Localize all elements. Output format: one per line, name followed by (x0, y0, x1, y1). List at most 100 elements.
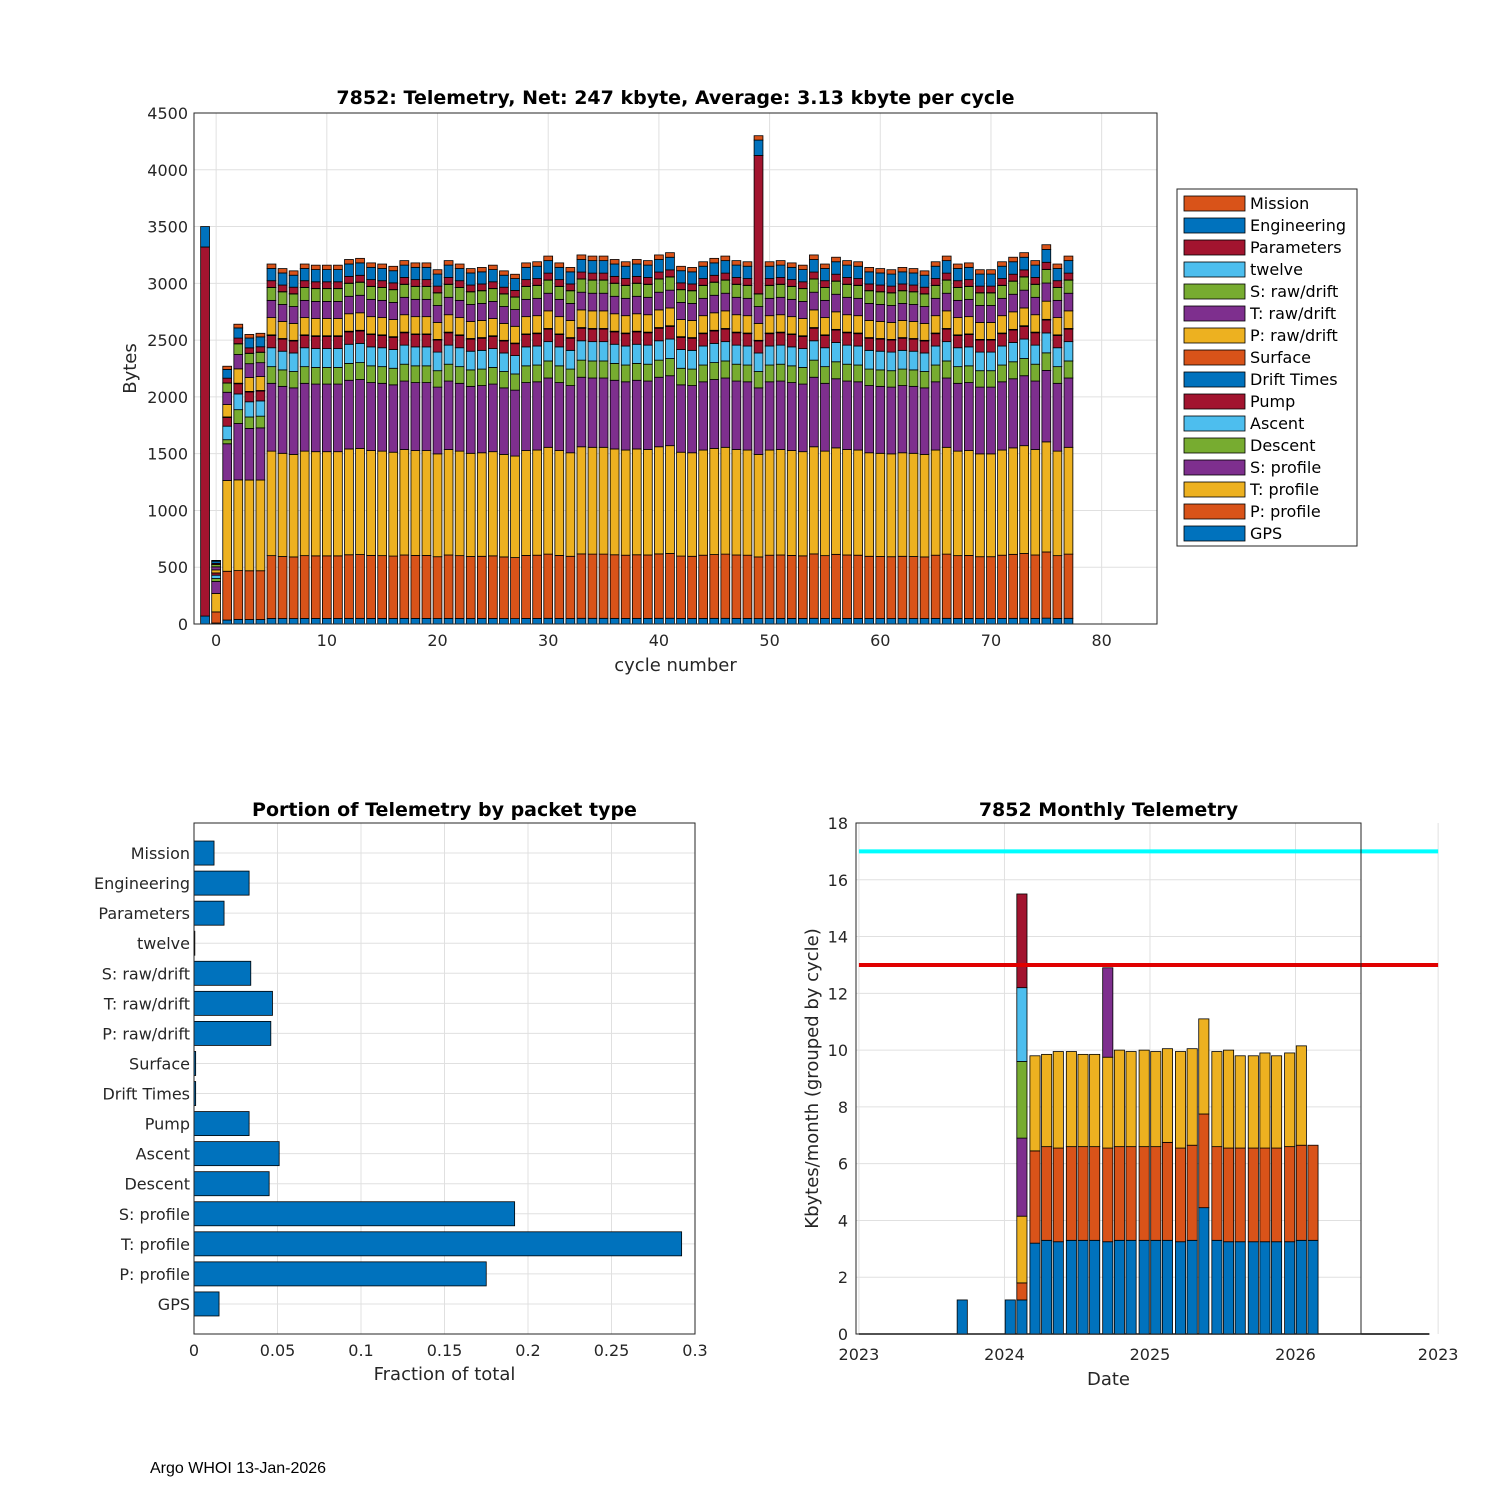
bar-cycle-41-p-raw-drift (665, 307, 675, 327)
bar-cycle-52-s-raw-drift (786, 286, 797, 300)
bar-cycle-26-p-profile (499, 556, 509, 619)
monthly-bar-segment (1161, 1141, 1173, 1241)
bar-cycle-67-ascent (952, 347, 963, 368)
bar-cycle-62-p-profile (897, 555, 908, 619)
bar-cycle-29-t-profile (532, 449, 542, 556)
bar-cycle-77-descent (1063, 360, 1074, 379)
bar-cycle-13-descent (355, 362, 365, 380)
bar-cycle-4-ascent (255, 400, 266, 417)
bar-cycle-46-s-profile (720, 377, 731, 448)
bar-cycle-56-t-profile (831, 447, 841, 555)
bar-cycle-67-p-raw-drift (952, 317, 963, 336)
bar-cycle-42-s-profile (676, 384, 686, 453)
bar-cycle-73-engineering (1019, 256, 1029, 271)
bar-cycle-76-engineering (1052, 268, 1063, 282)
bar-cycle-71-p-profile (997, 554, 1007, 619)
bar-cycle-50-pump (764, 333, 775, 347)
legend-swatch (1183, 261, 1246, 278)
bar-cycle-19-parameters (421, 279, 432, 287)
bar-cycle-12-parameters (344, 275, 354, 284)
bar-cycle-23-mission (465, 268, 476, 274)
bar-cycle-62-s-raw-drift (897, 290, 908, 304)
bar-cycle-72-s-raw-drift (1008, 280, 1018, 295)
bar-cycle-23-t-profile (465, 452, 476, 557)
bar-cycle-50-s-raw-drift (764, 285, 775, 299)
x-tick-label: 40 (649, 631, 669, 650)
bar-cycle-39-parameters (643, 277, 653, 285)
bar-cycle-19-pump (421, 334, 432, 348)
bar-cycle-39-descent (643, 363, 653, 382)
bar-cycle-68-pump (964, 334, 974, 348)
bar-cycle-42-t-raw-drift (676, 302, 686, 320)
monthly-bar-segment (1259, 1147, 1271, 1243)
bar-cycle-25-p-raw-drift (488, 318, 498, 337)
x-tick-label: 0.3 (682, 1341, 707, 1360)
y-tick-label: twelve (137, 934, 190, 953)
bar-cycle-39-p-raw-drift (643, 314, 653, 333)
bar-cycle-50-engineering (764, 265, 775, 279)
bar-cycle-12-t-raw-drift (344, 295, 354, 315)
bar-cycle-2-parameters (233, 337, 244, 345)
bar-cycle-40-ascent (654, 340, 664, 361)
bar-cycle-40-pump (654, 327, 664, 342)
bar-cycle-16-t-profile (388, 451, 399, 557)
bar-cycle-31-t-raw-drift (554, 298, 565, 318)
bar-cycle-56-p-profile (831, 553, 841, 619)
bar-cycle-37-ascent (620, 345, 631, 366)
bar-cycle-23-pump (465, 338, 476, 352)
bar-cycle-55-descent (820, 366, 830, 384)
bar-cycle-34-t-profile (587, 446, 598, 555)
bar-cycle-32-s-profile (565, 385, 576, 454)
bar-cycle-70-descent (986, 370, 996, 388)
legend-swatch (1183, 481, 1246, 498)
monthly-bar-segment (1307, 1144, 1319, 1241)
bar-cycle-59-parameters (864, 283, 875, 291)
bar-cycle-65-t-raw-drift (930, 297, 941, 317)
bar-cycle-34-mission (587, 255, 598, 262)
bar-cycle-11-pump (333, 336, 343, 350)
legend-label: S: profile (1250, 458, 1321, 477)
bar-cycle-10-ascent (321, 348, 332, 368)
x-tick-label: 80 (1091, 631, 1111, 650)
bar-cycle-52-ascent (786, 346, 797, 367)
bar-cycle-56-ascent (831, 342, 841, 363)
y-tick-label: 2 (838, 1268, 848, 1287)
bar-cycle-71-gps (997, 618, 1007, 625)
bar-cycle-30-engineering (543, 260, 554, 274)
bar-cycle-21-s-raw-drift (443, 284, 454, 298)
bar-t-profile (193, 1231, 683, 1257)
bar-cycle-59-gps (864, 618, 875, 625)
bar-cycle-39-mission (643, 260, 653, 266)
bar-cycle-46-gps (720, 617, 731, 625)
bar-cycle-46-parameters (720, 272, 731, 281)
bar-cycle-42-gps (676, 618, 686, 625)
bar-cycle-36-s-raw-drift (609, 282, 620, 297)
bar-cycle-32-s-raw-drift (565, 290, 576, 304)
bar-cycle-17-s-profile (399, 380, 410, 450)
y-tick-label: 0 (178, 615, 188, 634)
bar-cycle-7-p-profile (288, 556, 299, 619)
bar-cycle-40-engineering (654, 259, 664, 273)
bar-cycle-34-s-profile (587, 377, 598, 448)
bar-cycle--1-engineering (200, 226, 210, 248)
bar-cycle-58-gps (853, 618, 863, 625)
y-tick-label: 1500 (147, 445, 188, 464)
bar-cycle-28-mission (521, 262, 531, 268)
bar-cycle-51-parameters (775, 277, 786, 285)
bar-cycle-74-engineering (1030, 264, 1041, 278)
bar-cycle-15-ascent (377, 347, 388, 368)
bar-cycle-27-p-profile (510, 557, 520, 619)
monthly-bar-segment (1223, 1241, 1235, 1335)
bar-cycle-6-pump (277, 338, 288, 352)
y-tick-label: 12 (828, 984, 848, 1003)
bar-cycle-55-gps (820, 618, 830, 625)
bar-cycle-11-s-profile (333, 383, 343, 453)
bar-cycle-60-t-raw-drift (875, 304, 886, 322)
bar-cycle-64-mission (919, 270, 930, 276)
bar-cycle-44-gps (698, 618, 708, 625)
legend-label: P: raw/drift (1250, 326, 1338, 345)
y-tick-label: 16 (828, 871, 848, 890)
monthly-bar-segment (1234, 1055, 1246, 1149)
bar-cycle-49-t-profile (753, 454, 764, 558)
bar-cycle-50-mission (764, 261, 775, 267)
